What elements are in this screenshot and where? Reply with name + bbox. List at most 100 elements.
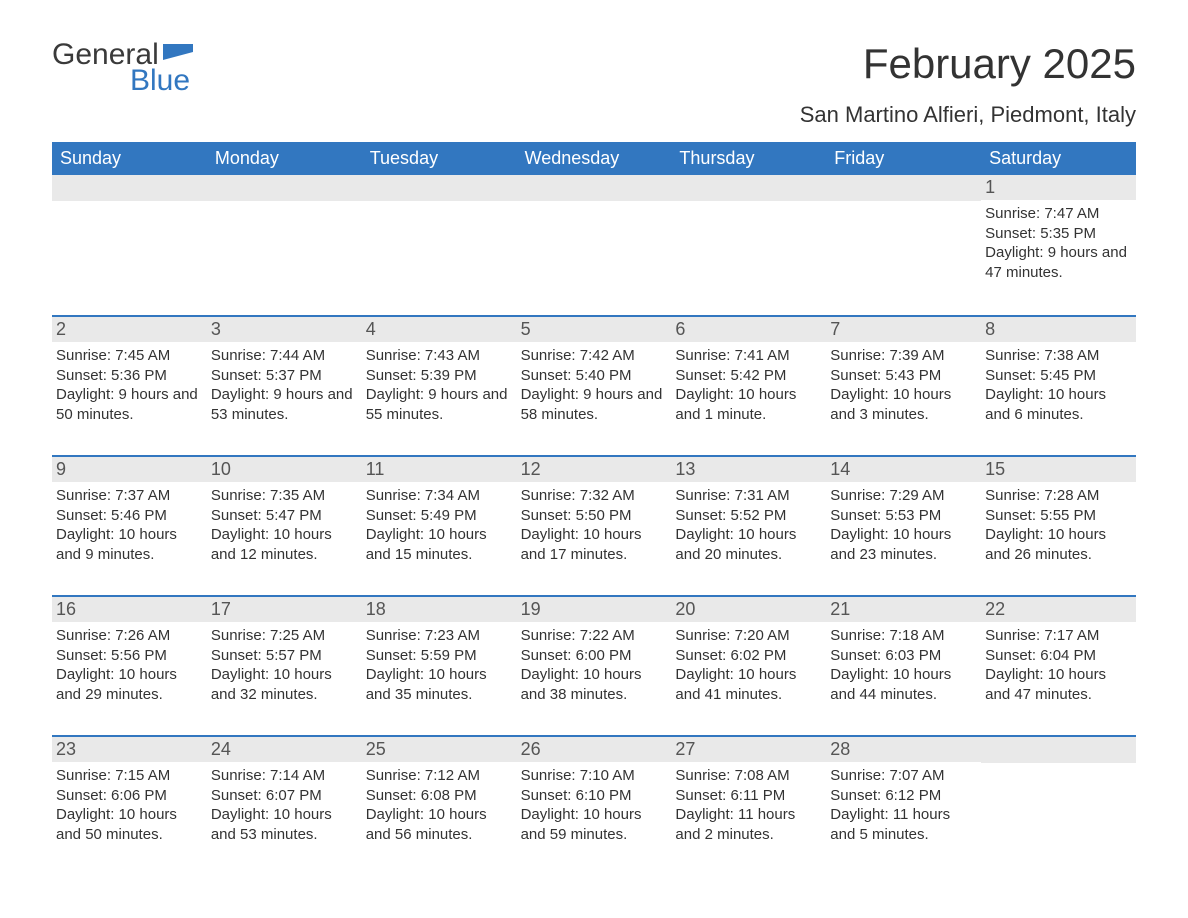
calendar-day: 4Sunrise: 7:43 AMSunset: 5:39 PMDaylight… bbox=[362, 317, 517, 455]
day-details: Sunrise: 7:07 AMSunset: 6:12 PMDaylight:… bbox=[826, 762, 981, 848]
day-details: Sunrise: 7:23 AMSunset: 5:59 PMDaylight:… bbox=[362, 622, 517, 708]
day-number: 21 bbox=[826, 597, 981, 622]
calendar-day: 27 Sunrise: 7:08 AMSunset: 6:11 PMDayligh… bbox=[671, 737, 826, 875]
day-details: Sunrise: 7:32 AMSunset: 5:50 PMDaylight:… bbox=[517, 482, 672, 568]
calendar-day: 21Sunrise: 7:18 AMSunset: 6:03 PMDayligh… bbox=[826, 597, 981, 735]
day-number: 27 bbox=[671, 737, 826, 762]
daylight-line: Daylight: 9 hours and 50 minutes. bbox=[56, 385, 203, 424]
calendar-day: 12Sunrise: 7:32 AMSunset: 5:50 PMDayligh… bbox=[517, 457, 672, 595]
day-number: 9 bbox=[52, 457, 207, 482]
sunrise-line: Sunrise: 7:08 AM bbox=[675, 766, 822, 786]
sunset-line: Sunset: 6:11 PM bbox=[675, 786, 822, 806]
day-number: 4 bbox=[362, 317, 517, 342]
day-number: 17 bbox=[207, 597, 362, 622]
sunset-line: Sunset: 5:37 PM bbox=[211, 366, 358, 386]
day-details: Sunrise: 7:37 AMSunset: 5:46 PMDaylight:… bbox=[52, 482, 207, 568]
day-details: Sunrise: 7:43 AMSunset: 5:39 PMDaylight:… bbox=[362, 342, 517, 428]
day-number: 10 bbox=[207, 457, 362, 482]
calendar-day: 1Sunrise: 7:47 AMSunset: 5:35 PMDaylight… bbox=[981, 175, 1136, 315]
calendar-week: 9Sunrise: 7:37 AMSunset: 5:46 PMDaylight… bbox=[52, 455, 1136, 595]
calendar-day bbox=[52, 175, 207, 315]
daylight-line: Daylight: 10 hours and 29 minutes. bbox=[56, 665, 203, 704]
day-of-week-cell: Monday bbox=[207, 142, 362, 175]
calendar-day: 28Sunrise: 7:07 AMSunset: 6:12 PMDayligh… bbox=[826, 737, 981, 875]
day-number: 26 bbox=[517, 737, 672, 762]
day-of-week-cell: Sunday bbox=[52, 142, 207, 175]
calendar-day: 16 Sunrise: 7:26 AMSunset: 5:56 PMDayligh… bbox=[52, 597, 207, 735]
day-number: 25 bbox=[362, 737, 517, 762]
sunset-line: Sunset: 6:00 PM bbox=[521, 646, 668, 666]
day-number: 20 bbox=[671, 597, 826, 622]
sunset-line: Sunset: 5:40 PM bbox=[521, 366, 668, 386]
sunset-line: Sunset: 6:03 PM bbox=[830, 646, 977, 666]
day-of-week-cell: Tuesday bbox=[362, 142, 517, 175]
daylight-line: Daylight: 10 hours and 9 minutes. bbox=[56, 525, 203, 564]
calendar-day bbox=[362, 175, 517, 315]
day-details: Sunrise: 7:28 AMSunset: 5:55 PMDaylight:… bbox=[981, 482, 1136, 568]
sunset-line: Sunset: 5:55 PM bbox=[985, 506, 1132, 526]
day-number: 16 bbox=[52, 597, 207, 622]
day-number bbox=[52, 175, 207, 201]
calendar-day bbox=[826, 175, 981, 315]
day-number: 24 bbox=[207, 737, 362, 762]
calendar-week: 23Sunrise: 7:15 AMSunset: 6:06 PMDayligh… bbox=[52, 735, 1136, 875]
calendar-day: 15Sunrise: 7:28 AMSunset: 5:55 PMDayligh… bbox=[981, 457, 1136, 595]
daylight-line: Daylight: 10 hours and 47 minutes. bbox=[985, 665, 1132, 704]
daylight-line: Daylight: 9 hours and 58 minutes. bbox=[521, 385, 668, 424]
sunrise-line: Sunrise: 7:12 AM bbox=[366, 766, 513, 786]
sunrise-line: Sunrise: 7:14 AM bbox=[211, 766, 358, 786]
sunrise-line: Sunrise: 7:26 AM bbox=[56, 626, 203, 646]
calendar-day bbox=[981, 737, 1136, 875]
sunrise-line: Sunrise: 7:41 AM bbox=[675, 346, 822, 366]
day-of-week-cell: Thursday bbox=[671, 142, 826, 175]
calendar-day: 5Sunrise: 7:42 AMSunset: 5:40 PMDaylight… bbox=[517, 317, 672, 455]
sunset-line: Sunset: 5:45 PM bbox=[985, 366, 1132, 386]
day-details: Sunrise: 7:34 AMSunset: 5:49 PMDaylight:… bbox=[362, 482, 517, 568]
sunset-line: Sunset: 5:35 PM bbox=[985, 224, 1132, 244]
sunrise-line: Sunrise: 7:17 AM bbox=[985, 626, 1132, 646]
day-number: 8 bbox=[981, 317, 1136, 342]
sunrise-line: Sunrise: 7:39 AM bbox=[830, 346, 977, 366]
sunrise-line: Sunrise: 7:15 AM bbox=[56, 766, 203, 786]
day-details: Sunrise: 7:47 AMSunset: 5:35 PMDaylight:… bbox=[981, 200, 1136, 286]
day-details: Sunrise: 7:41 AMSunset: 5:42 PMDaylight:… bbox=[671, 342, 826, 428]
calendar-day: 2Sunrise: 7:45 AMSunset: 5:36 PMDaylight… bbox=[52, 317, 207, 455]
day-details: Sunrise: 7:35 AMSunset: 5:47 PMDaylight:… bbox=[207, 482, 362, 568]
calendar-day: 19Sunrise: 7:22 AMSunset: 6:00 PMDayligh… bbox=[517, 597, 672, 735]
day-number bbox=[207, 175, 362, 201]
sunset-line: Sunset: 5:57 PM bbox=[211, 646, 358, 666]
sunset-line: Sunset: 6:12 PM bbox=[830, 786, 977, 806]
sunrise-line: Sunrise: 7:07 AM bbox=[830, 766, 977, 786]
daylight-line: Daylight: 10 hours and 12 minutes. bbox=[211, 525, 358, 564]
calendar-week: 1Sunrise: 7:47 AMSunset: 5:35 PMDaylight… bbox=[52, 175, 1136, 315]
sunrise-line: Sunrise: 7:47 AM bbox=[985, 204, 1132, 224]
day-details: Sunrise: 7:39 AMSunset: 5:43 PMDaylight:… bbox=[826, 342, 981, 428]
logo-flag-icon bbox=[163, 44, 197, 66]
daylight-line: Daylight: 11 hours and 5 minutes. bbox=[830, 805, 977, 844]
sunrise-line: Sunrise: 7:45 AM bbox=[56, 346, 203, 366]
sunset-line: Sunset: 5:36 PM bbox=[56, 366, 203, 386]
sunset-line: Sunset: 5:56 PM bbox=[56, 646, 203, 666]
daylight-line: Daylight: 11 hours and 2 minutes. bbox=[675, 805, 822, 844]
daylight-line: Daylight: 10 hours and 56 minutes. bbox=[366, 805, 513, 844]
sunrise-line: Sunrise: 7:18 AM bbox=[830, 626, 977, 646]
sunrise-line: Sunrise: 7:43 AM bbox=[366, 346, 513, 366]
day-number: 1 bbox=[981, 175, 1136, 200]
day-number bbox=[826, 175, 981, 201]
day-number: 23 bbox=[52, 737, 207, 762]
sunset-line: Sunset: 5:59 PM bbox=[366, 646, 513, 666]
day-details: Sunrise: 7:44 AMSunset: 5:37 PMDaylight:… bbox=[207, 342, 362, 428]
daylight-line: Daylight: 10 hours and 20 minutes. bbox=[675, 525, 822, 564]
daylight-line: Daylight: 10 hours and 38 minutes. bbox=[521, 665, 668, 704]
sunrise-line: Sunrise: 7:25 AM bbox=[211, 626, 358, 646]
sunrise-line: Sunrise: 7:20 AM bbox=[675, 626, 822, 646]
sunrise-line: Sunrise: 7:28 AM bbox=[985, 486, 1132, 506]
logo: General Blue bbox=[52, 40, 197, 96]
daylight-line: Daylight: 9 hours and 53 minutes. bbox=[211, 385, 358, 424]
daylight-line: Daylight: 10 hours and 1 minute. bbox=[675, 385, 822, 424]
sunrise-line: Sunrise: 7:42 AM bbox=[521, 346, 668, 366]
day-details: Sunrise: 7:18 AMSunset: 6:03 PMDaylight:… bbox=[826, 622, 981, 708]
sunset-line: Sunset: 5:46 PM bbox=[56, 506, 203, 526]
daylight-line: Daylight: 9 hours and 55 minutes. bbox=[366, 385, 513, 424]
calendar-day: 9Sunrise: 7:37 AMSunset: 5:46 PMDaylight… bbox=[52, 457, 207, 595]
